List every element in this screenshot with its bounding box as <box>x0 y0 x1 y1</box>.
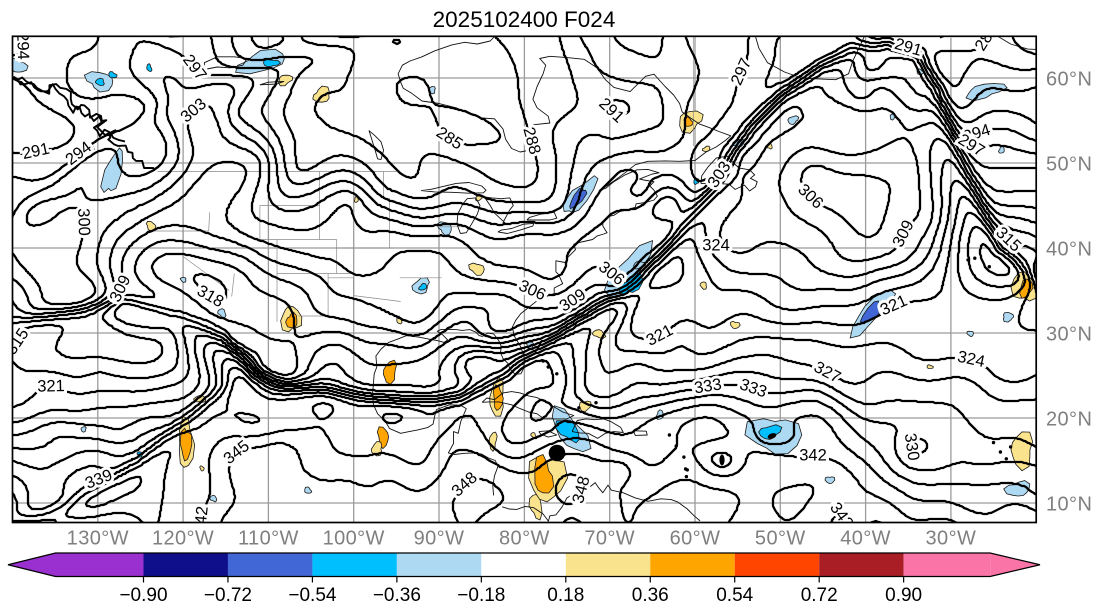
svg-text:342: 342 <box>191 505 212 534</box>
svg-text:321: 321 <box>37 377 65 395</box>
svg-text:342: 342 <box>799 446 827 464</box>
svg-text:130°W: 130°W <box>67 528 129 550</box>
svg-text:0.54: 0.54 <box>716 585 753 606</box>
svg-text:80°W: 80°W <box>499 528 550 550</box>
svg-text:40°W: 40°W <box>840 528 891 550</box>
svg-text:−0.90: −0.90 <box>119 585 167 606</box>
svg-text:50°W: 50°W <box>755 528 806 550</box>
svg-text:−0.72: −0.72 <box>204 585 252 606</box>
svg-text:120°W: 120°W <box>152 528 214 550</box>
svg-text:294: 294 <box>13 32 32 60</box>
svg-text:90°W: 90°W <box>414 528 465 550</box>
svg-text:0.72: 0.72 <box>801 585 838 606</box>
svg-text:−0.54: −0.54 <box>288 585 337 606</box>
svg-text:50°N: 50°N <box>1046 153 1092 175</box>
svg-text:300: 300 <box>74 208 93 236</box>
svg-text:2025102400 F024: 2025102400 F024 <box>433 7 616 32</box>
svg-text:0.36: 0.36 <box>632 585 669 606</box>
svg-text:100°W: 100°W <box>323 528 385 550</box>
svg-text:−0.36: −0.36 <box>373 585 421 606</box>
svg-text:330: 330 <box>901 432 923 462</box>
svg-text:0.90: 0.90 <box>885 585 922 606</box>
svg-text:30°N: 30°N <box>1046 323 1092 345</box>
svg-text:20°N: 20°N <box>1046 408 1092 430</box>
svg-text:110°W: 110°W <box>238 528 299 550</box>
svg-text:40°N: 40°N <box>1046 238 1092 260</box>
svg-text:60°W: 60°W <box>670 528 721 550</box>
svg-text:−0.18: −0.18 <box>457 585 505 606</box>
svg-text:70°W: 70°W <box>584 528 635 550</box>
svg-text:324: 324 <box>702 236 730 254</box>
svg-text:60°N: 60°N <box>1046 68 1092 90</box>
svg-text:0.18: 0.18 <box>547 585 584 606</box>
svg-text:10°N: 10°N <box>1046 493 1092 515</box>
svg-text:333: 333 <box>693 375 723 397</box>
svg-text:30°W: 30°W <box>926 528 977 550</box>
